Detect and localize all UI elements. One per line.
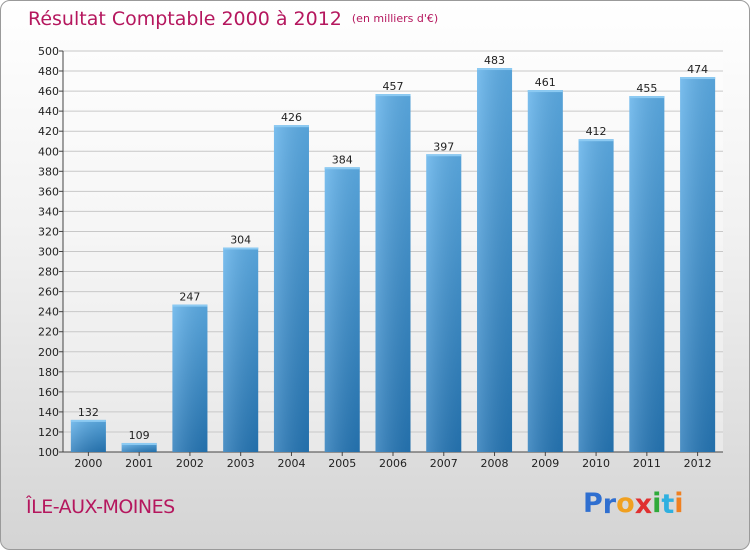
y-tick-label: 280: [38, 266, 59, 279]
logo-letter: r: [602, 489, 617, 520]
bar-shade-2001: [121, 442, 157, 452]
y-tick-label: 240: [38, 306, 59, 319]
y-tick-label: 300: [38, 246, 59, 259]
bar-cap-2003: [223, 247, 259, 250]
y-tick-label: 100: [38, 446, 59, 459]
data-label-2007: 397: [433, 140, 454, 153]
bar-shade-2002: [172, 304, 208, 452]
y-tick-label: 340: [38, 205, 59, 218]
x-tick-label-2002: 2002: [176, 457, 204, 470]
bar-shade-2010: [578, 139, 614, 452]
y-tick-label: 220: [38, 326, 59, 339]
data-label-2003: 304: [230, 233, 251, 246]
bar-cap-2008: [477, 68, 513, 71]
logo-letter: t: [661, 489, 675, 520]
chart-title-text: Résultat Comptable 2000 à 2012: [28, 8, 342, 30]
x-tick-label-2003: 2003: [227, 457, 255, 470]
chart-title: Résultat Comptable 2000 à 2012 (en millie…: [28, 8, 438, 30]
bar-cap-2001: [121, 442, 157, 445]
data-label-2000: 132: [78, 406, 99, 419]
data-label-2011: 455: [636, 82, 657, 95]
bar-shade-2005: [324, 167, 360, 453]
bar-cap-2006: [375, 94, 411, 97]
y-tick-label: 160: [38, 386, 59, 399]
axes: 100 120 140 160 180 200 220 240 260 280 300 320 340 3…: [38, 45, 723, 470]
data-label-2012: 474: [687, 63, 708, 76]
bar-shade-2011: [629, 96, 665, 453]
bar-shade-2006: [375, 94, 411, 453]
y-tick-label: 260: [38, 286, 59, 299]
y-tick-label: 180: [38, 366, 59, 379]
bar-shade-2012: [680, 77, 716, 452]
bar-cap-2010: [578, 139, 614, 142]
bar-shade-2007: [426, 154, 462, 452]
logo-letter: x: [634, 489, 653, 520]
bar-shade-2000: [70, 419, 106, 452]
x-tick-label-2006: 2006: [379, 457, 407, 470]
x-tick-label-2004: 2004: [277, 457, 305, 470]
logo-letter: i: [674, 488, 684, 519]
bar-cap-2005: [324, 167, 360, 170]
x-tick-label-2010: 2010: [582, 457, 610, 470]
data-labels: 132 109 247 304 426 384 457 397 483 461 412 455 474: [78, 54, 708, 442]
logo-letter: o: [616, 488, 635, 519]
y-tick-label: 380: [38, 165, 59, 178]
bar-shade-2004: [273, 125, 309, 452]
place-name: ÎLE-AUX-MOINES: [26, 496, 175, 518]
data-label-2006: 457: [383, 80, 404, 93]
bars: [70, 68, 716, 453]
y-tick-label: 360: [38, 185, 59, 198]
y-tick-label: 320: [38, 225, 59, 238]
bar-cap-2011: [629, 96, 665, 99]
x-tick-label-2008: 2008: [481, 457, 509, 470]
x-tick-label-2009: 2009: [531, 457, 559, 470]
logo-letter: P: [583, 488, 603, 519]
bar-cap-2012: [680, 77, 716, 80]
logo-letter: i: [652, 488, 662, 519]
data-label-2010: 412: [586, 125, 607, 138]
data-label-2008: 483: [484, 54, 505, 67]
chart-unit: (en milliers d'€): [351, 12, 439, 25]
bar-cap-2000: [70, 419, 106, 422]
y-tick-label: 200: [38, 346, 59, 359]
x-tick-label-2007: 2007: [430, 457, 458, 470]
x-tick-label-2001: 2001: [125, 457, 153, 470]
x-tick-label-2000: 2000: [74, 457, 102, 470]
y-tick-label: 480: [38, 65, 59, 78]
bar-shade-2003: [223, 247, 259, 452]
y-tick-label: 140: [38, 406, 59, 419]
x-tick-label-2012: 2012: [684, 457, 712, 470]
bar-cap-2002: [172, 304, 208, 307]
x-tick-label-2005: 2005: [328, 457, 356, 470]
bar-cap-2007: [426, 154, 462, 157]
y-tick-label: 420: [38, 125, 59, 138]
data-label-2005: 384: [332, 153, 353, 166]
bar-shade-2009: [527, 90, 563, 452]
data-label-2004: 426: [281, 111, 302, 124]
bar-shade-2008: [477, 68, 513, 452]
y-tick-label: 120: [38, 426, 59, 439]
data-label-2009: 461: [535, 76, 556, 89]
y-tick-label: 500: [38, 45, 59, 58]
y-tick-label: 460: [38, 85, 59, 98]
data-label-2002: 247: [179, 291, 200, 304]
bar-cap-2004: [273, 125, 309, 128]
bar-cap-2009: [527, 90, 563, 93]
data-label-2001: 109: [129, 429, 150, 442]
x-tick-label-2011: 2011: [633, 457, 661, 470]
y-tick-label: 400: [38, 145, 59, 158]
y-tick-label: 440: [38, 105, 59, 118]
proxiti-logo[interactable]: Proxiti: [583, 488, 684, 520]
